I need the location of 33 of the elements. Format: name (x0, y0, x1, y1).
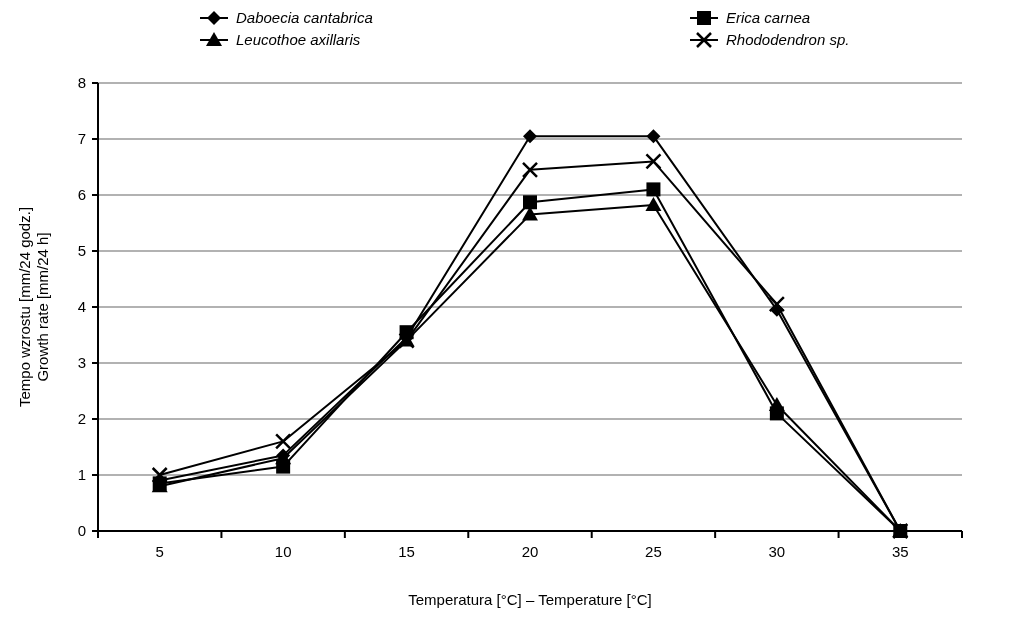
y-tick-label: 1 (77, 466, 86, 484)
y-axis-title: Tempo wzrostu [mm/24 godz.] Growth rate [mm/24 h] (16, 206, 51, 408)
legend-label: Leucothoe axillaris (236, 31, 361, 49)
x-axis-title: Temperatura [°C] – Temperature [°C] (408, 591, 652, 608)
point (521, 161, 539, 179)
x-tick-label: 30 (768, 543, 786, 560)
point (646, 182, 661, 197)
point (645, 153, 662, 170)
y-tick-label: 5 (77, 242, 86, 260)
x-tick-label: 15 (398, 543, 415, 560)
point (151, 466, 168, 484)
y-tick-label: 2 (77, 410, 86, 428)
legend-label: Erica carnea (726, 9, 811, 27)
x-tick-label: 20 (521, 543, 539, 560)
x-tick-label: 35 (891, 543, 909, 560)
y-tick-label: 6 (77, 186, 86, 204)
y-tick-label: 8 (77, 74, 86, 92)
point (646, 129, 661, 144)
x-tick-label: 25 (645, 543, 662, 560)
point (523, 129, 537, 144)
x-tick-label: 10 (274, 543, 292, 560)
point (768, 295, 786, 313)
x-tick-label: 5 (155, 543, 164, 560)
point (645, 197, 662, 212)
y-tick-label: 4 (77, 298, 86, 316)
legend-label: Daboecia cantabrica (236, 9, 373, 27)
point (523, 195, 537, 210)
point (274, 433, 292, 450)
y-tick-label: 0 (77, 522, 86, 540)
point (768, 397, 785, 411)
y-tick-label: 7 (77, 130, 86, 148)
y-tick-label: 3 (77, 354, 86, 372)
legend-label: Rhododendron sp. (726, 31, 850, 49)
